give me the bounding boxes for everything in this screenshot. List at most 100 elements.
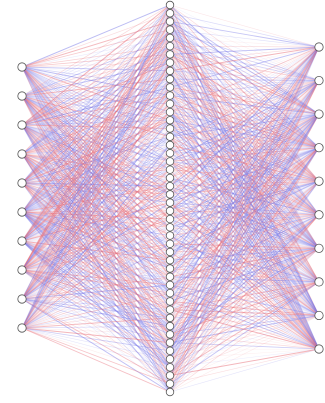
connection-edge	[21, 153, 171, 228]
connection-edge	[21, 4, 171, 68]
connection-edge	[21, 62, 171, 184]
connection-edge	[21, 37, 171, 155]
connection-edge	[21, 62, 171, 242]
connection-edge	[21, 78, 171, 97]
connection-edge	[21, 251, 171, 271]
connection-edge	[169, 46, 320, 129]
connection-edge	[21, 78, 171, 126]
connection-edge	[169, 128, 320, 350]
connection-edge	[21, 45, 171, 97]
connection-edge	[21, 66, 171, 319]
connection-edge	[169, 348, 320, 393]
connection-edge	[21, 211, 171, 228]
connection-edge	[169, 95, 320, 316]
connection-edge	[169, 210, 320, 249]
connection-edge	[169, 46, 320, 55]
connection-edge	[21, 211, 171, 253]
output-neuron	[314, 277, 324, 287]
connection-edge	[169, 13, 320, 249]
connection-edge	[21, 13, 171, 213]
connection-edge	[21, 95, 171, 179]
connection-edge	[169, 315, 320, 393]
connection-edge	[21, 95, 171, 121]
connection-edge	[169, 103, 320, 115]
connection-edge	[21, 298, 171, 311]
connection-edge	[21, 240, 171, 335]
hidden-neuron	[165, 25, 175, 34]
connection-edge	[21, 119, 171, 213]
connection-edge	[21, 124, 171, 327]
connection-edge	[21, 185, 171, 242]
connection-edge	[169, 180, 320, 376]
output-neuron	[314, 243, 324, 253]
connection-edge	[21, 95, 171, 195]
connection-edge	[21, 240, 171, 278]
connection-edge	[21, 70, 171, 155]
connection-edge	[169, 21, 320, 81]
connection-edge	[21, 177, 171, 213]
connection-edge	[169, 54, 320, 350]
connection-edge	[169, 144, 320, 350]
connection-edge	[21, 62, 171, 300]
connection-edge	[169, 281, 320, 311]
connection-edge	[169, 54, 320, 182]
connection-edge	[21, 37, 171, 126]
connection-edge	[169, 46, 320, 310]
connection-edge	[21, 13, 171, 155]
connection-edge	[21, 66, 171, 72]
connection-edge	[21, 182, 171, 310]
connection-edge	[169, 113, 320, 212]
connection-edge	[21, 95, 171, 294]
connection-edge	[21, 4, 171, 242]
connection-edge	[169, 177, 320, 182]
connection-edge	[169, 315, 320, 335]
connection-edge	[21, 12, 171, 126]
connection-edge	[21, 185, 171, 213]
connection-edge	[169, 180, 320, 228]
connection-edge	[169, 80, 320, 253]
connection-edge	[21, 153, 171, 286]
connection-edge	[21, 124, 171, 171]
connection-edge	[21, 124, 171, 245]
connection-edge	[169, 80, 320, 376]
connection-edge	[169, 87, 320, 182]
connection-edge	[21, 210, 171, 271]
connection-edge	[169, 87, 320, 350]
connection-edge	[169, 12, 320, 115]
connection-edge	[21, 66, 171, 343]
connection-edge	[169, 161, 320, 216]
connection-edge	[169, 218, 320, 283]
connection-edge	[21, 153, 171, 352]
connection-edge	[169, 147, 320, 302]
connection-edge	[21, 240, 171, 261]
connection-edge	[21, 95, 171, 368]
hidden-neuron	[165, 371, 175, 380]
connection-edge	[169, 46, 320, 368]
connection-edge	[169, 80, 320, 384]
hidden-neuron	[165, 165, 175, 174]
connection-edge	[169, 243, 320, 350]
connection-edge	[21, 292, 171, 329]
connection-edge	[21, 95, 171, 228]
connection-edge	[21, 218, 171, 300]
connection-edge	[21, 95, 171, 105]
connection-edge	[21, 240, 171, 302]
connection-edge	[169, 87, 320, 316]
connection-edge	[21, 95, 171, 203]
connection-edge	[169, 80, 320, 187]
connection-edge	[21, 66, 171, 310]
connection-edge	[169, 248, 320, 352]
hidden-neuron	[165, 330, 175, 339]
connection-edge	[21, 4, 171, 126]
connection-edge	[21, 240, 171, 352]
connection-edge	[169, 152, 320, 216]
connection-edge	[169, 46, 320, 220]
connection-edge	[169, 46, 320, 203]
connection-edge	[169, 120, 320, 350]
connection-edge	[169, 259, 320, 283]
connection-edge	[169, 80, 320, 360]
connection-edge	[21, 182, 171, 302]
connection-edge	[21, 298, 171, 393]
connection-edge	[21, 211, 171, 385]
connection-edge	[21, 211, 171, 269]
